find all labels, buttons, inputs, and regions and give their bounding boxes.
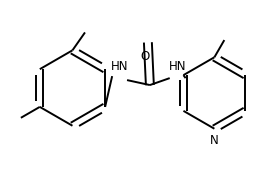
Text: N: N [210,134,219,147]
Text: HN: HN [111,60,129,73]
Text: O: O [140,50,150,63]
Text: HN: HN [169,60,186,73]
